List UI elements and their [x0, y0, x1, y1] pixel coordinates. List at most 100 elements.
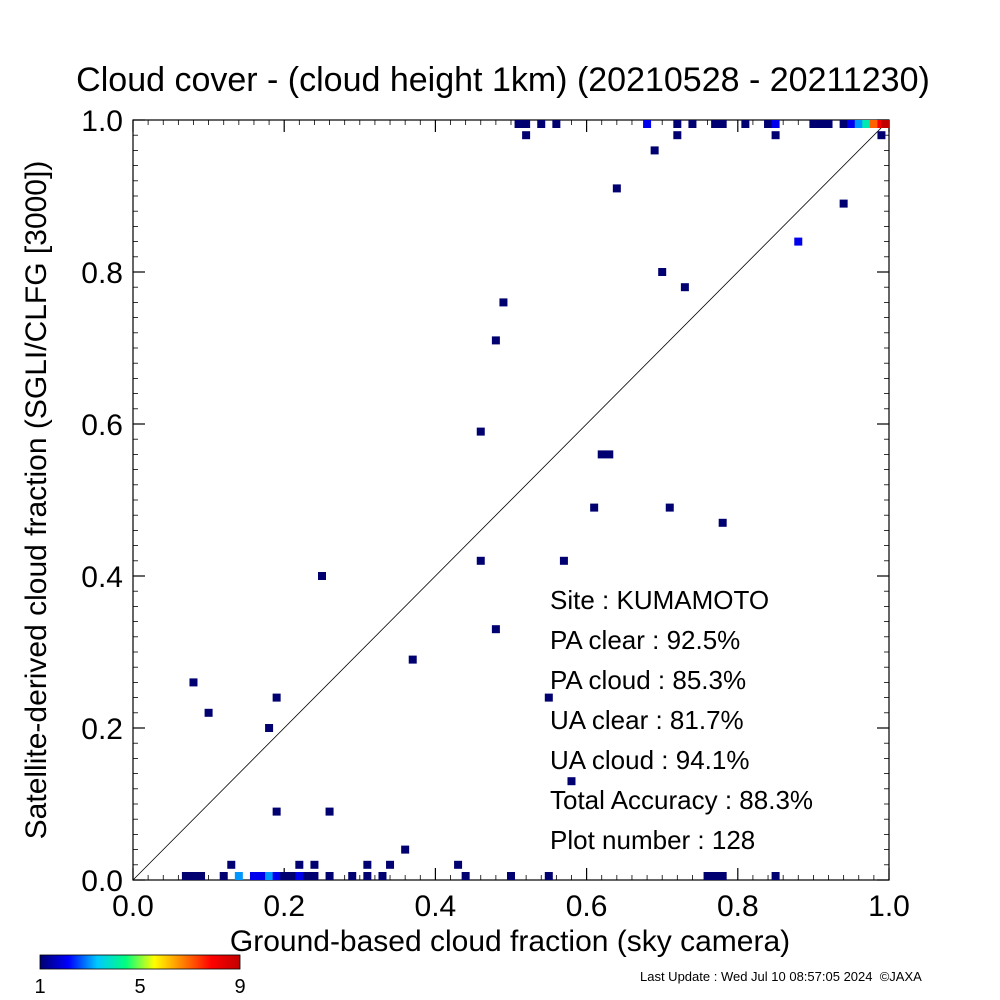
data-point: [605, 450, 614, 459]
data-point: [348, 872, 357, 880]
data-point: [711, 872, 720, 880]
data-point: [227, 860, 236, 869]
data-points: [181, 120, 889, 880]
data-point: [522, 120, 531, 128]
data-point: [197, 872, 206, 880]
data-point: [302, 872, 311, 880]
data-point: [741, 120, 750, 128]
stat-line: Plot number : 128: [550, 825, 755, 855]
data-point: [718, 120, 727, 128]
data-point: [378, 872, 387, 880]
axis-ticks: [132, 119, 890, 881]
data-point: [476, 427, 485, 436]
plot-area: [132, 119, 890, 881]
data-point: [325, 807, 334, 816]
one-to-one-diagonal: [132, 119, 890, 881]
data-point: [234, 872, 243, 880]
data-point: [386, 860, 395, 869]
data-point: [597, 450, 606, 459]
stat-line: UA clear : 81.7%: [550, 705, 744, 735]
data-point: [612, 184, 621, 193]
data-point: [537, 120, 546, 128]
data-point: [522, 131, 531, 140]
data-point: [272, 693, 281, 702]
data-point: [673, 131, 682, 140]
stat-line: Site : KUMAMOTO: [550, 585, 769, 615]
x-tick-label: 0.2: [263, 890, 305, 923]
data-point: [454, 860, 463, 869]
data-point: [189, 678, 198, 687]
data-point: [824, 120, 833, 128]
data-point: [854, 120, 863, 128]
data-point: [862, 120, 871, 128]
y-tick-label: 0.8: [81, 257, 123, 290]
data-point: [869, 120, 878, 128]
data-point: [295, 872, 304, 880]
data-point: [544, 693, 553, 702]
data-point: [325, 872, 334, 880]
y-tick-label: 1.0: [81, 105, 123, 138]
y-tick-label: 0.6: [81, 409, 123, 442]
data-point: [408, 655, 417, 664]
colorbar-gradient: [39, 954, 241, 970]
colorbar-tick-label: 9: [234, 976, 245, 998]
data-point: [718, 518, 727, 527]
y-axis-label: Satellite-derived cloud fraction (SGLI/C…: [20, 161, 53, 840]
y-tick-label: 0.2: [81, 713, 123, 746]
x-tick-label: 0.0: [112, 890, 154, 923]
y-tick-label: 0.4: [81, 561, 123, 594]
data-point: [295, 860, 304, 869]
data-point: [514, 120, 523, 128]
data-point: [881, 120, 889, 128]
x-tick-label: 0.8: [717, 890, 759, 923]
data-point: [491, 625, 500, 634]
data-point: [310, 860, 319, 869]
data-point: [847, 120, 856, 128]
data-point: [491, 336, 500, 345]
x-axis-label: Ground-based cloud fraction (sky camera): [230, 925, 790, 958]
data-point: [816, 120, 825, 128]
x-tick-labels: 0.0 0.2 0.4 0.6 0.8 1.0: [112, 890, 910, 923]
data-point: [771, 131, 780, 140]
data-point: [711, 120, 720, 128]
data-point: [219, 872, 228, 880]
data-point: [673, 120, 682, 128]
data-point: [401, 845, 410, 854]
x-tick-label: 0.4: [415, 890, 457, 923]
data-point: [265, 724, 274, 732]
y-tick-label: 0.0: [81, 865, 123, 898]
data-point: [476, 556, 485, 565]
data-point: [280, 872, 289, 880]
x-tick-label: 1.0: [868, 890, 910, 923]
data-point: [559, 556, 568, 565]
data-point: [272, 807, 281, 816]
data-point: [764, 120, 773, 128]
data-point: [658, 268, 667, 276]
data-point: [552, 120, 561, 128]
data-point: [839, 120, 848, 128]
data-point: [287, 872, 296, 880]
chart-title: Cloud cover - (cloud height 1km) (202105…: [76, 61, 930, 99]
colorbar-tick-label: 1: [34, 976, 45, 998]
stat-line: UA cloud : 94.1%: [550, 745, 749, 775]
data-point: [643, 120, 652, 128]
data-point: [461, 872, 470, 880]
data-point: [249, 872, 258, 880]
stat-line: PA clear : 92.5%: [550, 625, 740, 655]
data-point: [189, 872, 198, 880]
data-point: [567, 777, 576, 786]
stat-line: Total Accuracy : 88.3%: [550, 785, 813, 815]
last-update-footer: Last Update : Wed Jul 10 08:57:05 2024 ©…: [640, 969, 922, 984]
data-point: [310, 872, 319, 880]
stat-line: PA cloud : 85.3%: [550, 665, 746, 695]
data-point: [680, 283, 689, 292]
data-point: [272, 872, 281, 880]
data-point: [265, 872, 274, 880]
data-point: [544, 872, 553, 880]
data-point: [204, 708, 213, 717]
colorbar: 1 5 9: [34, 954, 246, 998]
data-point: [318, 572, 326, 580]
data-point: [688, 120, 697, 128]
accuracy-stats: Site : KUMAMOTO PA clear : 92.5% PA cloud …: [550, 585, 813, 855]
